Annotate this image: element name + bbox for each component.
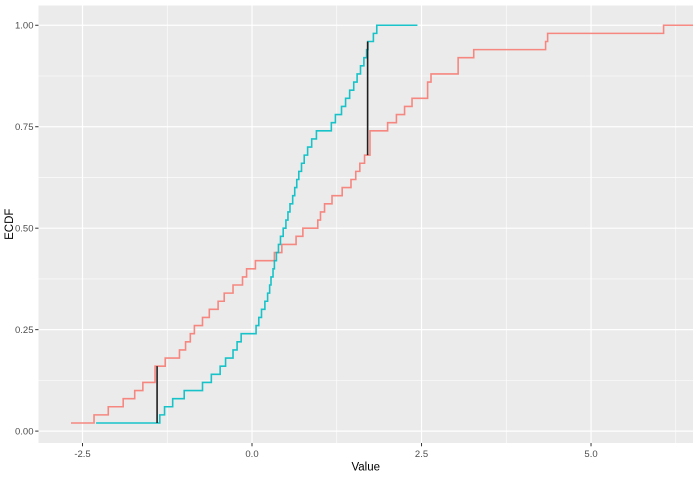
- y-tick-label: 0.00: [15, 426, 34, 437]
- grid-minor-lines: [38, 5, 693, 443]
- ecdf-line-sample-2: [96, 24, 418, 424]
- y-tick-label: 0.75: [15, 122, 34, 133]
- y-axis-title: ECDF: [4, 209, 16, 240]
- ecdf-step-lines: [70, 24, 693, 424]
- y-tick-label: 0.50: [15, 223, 34, 234]
- y-tick-label: 1.00: [15, 21, 34, 32]
- x-tick-label: 0.0: [245, 449, 258, 460]
- y-tick-label: 0.25: [15, 325, 34, 336]
- x-tick-label: -2.5: [74, 449, 90, 460]
- grid-major-lines: [38, 5, 693, 443]
- ecdf-line-sample-1: [70, 24, 693, 424]
- panel-background: [38, 5, 693, 443]
- x-tick-label: 2.5: [415, 449, 428, 460]
- axis-tick-labels: -2.5 0.0 2.5 5.0 0.00 0.25 0.50 0.75 1.00: [15, 21, 598, 460]
- x-axis-title: Value: [351, 462, 380, 474]
- axis-tick-marks: [35, 24, 592, 447]
- ks-distance-markers: [156, 41, 369, 423]
- x-tick-label: 5.0: [584, 449, 597, 460]
